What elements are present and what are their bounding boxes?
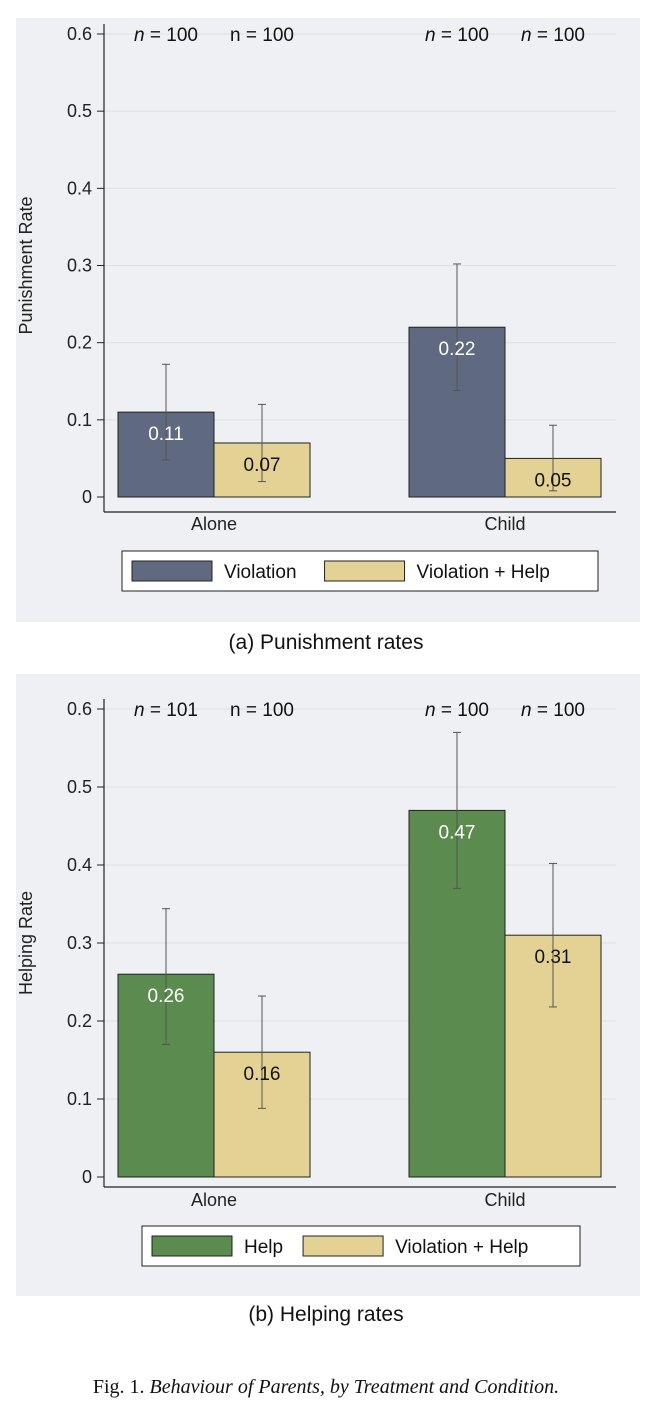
y-tick-label: 0.2 xyxy=(67,333,92,353)
x-tick-label: Child xyxy=(484,514,525,534)
data-label: 0.16 xyxy=(244,1064,281,1085)
data-label: 0.31 xyxy=(535,947,572,968)
y-tick-label: 0.4 xyxy=(67,855,92,875)
x-tick-label: Alone xyxy=(191,1190,237,1210)
legend-label: Violation + Help xyxy=(395,1237,528,1258)
legend-swatch xyxy=(131,560,213,582)
data-label: 0.47 xyxy=(439,822,476,843)
legend-swatch xyxy=(324,560,406,582)
y-tick-label: 0 xyxy=(82,487,92,507)
data-label: 0.11 xyxy=(148,424,184,445)
legend-swatch xyxy=(151,1235,233,1257)
y-tick-label: 0.6 xyxy=(67,24,92,44)
y-tick-label: 0.1 xyxy=(67,410,92,430)
y-tick-label: 0.5 xyxy=(67,777,92,797)
data-label: 0.22 xyxy=(439,339,476,360)
y-tick-label: 0 xyxy=(82,1167,92,1187)
legend-label: Violation xyxy=(224,562,297,583)
n-label: n = 100 xyxy=(425,700,489,721)
y-tick-label: 0.3 xyxy=(67,933,92,953)
legend-swatch xyxy=(302,1235,384,1257)
panel-punishment: 0 0.1 0.2 0.3 0.4 0.5 0.6 Punishment Rate 0.11 n … xyxy=(16,18,640,622)
figure-caption-prefix: Fig. 1. xyxy=(92,1376,145,1398)
n-label: n = 100 xyxy=(521,700,585,721)
n-label: n = 100 xyxy=(134,25,198,46)
n-label: n = 100 xyxy=(230,700,294,721)
data-label: 0.05 xyxy=(535,470,572,491)
data-label: 0.26 xyxy=(148,986,185,1007)
helping-chart: 0 0.1 0.2 0.3 0.4 0.5 0.6 Helping Rate 0.26 n = 1… xyxy=(16,699,616,1267)
figure-caption-text: Behaviour of Parents, by Treatment and C… xyxy=(149,1376,560,1398)
legend-label: Help xyxy=(244,1237,283,1258)
data-label: 0.07 xyxy=(244,455,281,476)
x-tick-label: Child xyxy=(484,1190,525,1210)
y-tick-label: 0.4 xyxy=(67,178,92,198)
y-axis-label: Helping Rate xyxy=(16,891,36,995)
y-axis-label: Punishment Rate xyxy=(16,196,36,334)
subcaption-helping: (b) Helping rates xyxy=(248,1303,404,1326)
n-label: n = 101 xyxy=(134,700,198,721)
y-tick-label: 0.6 xyxy=(67,699,92,719)
y-tick-label: 0.1 xyxy=(67,1089,92,1109)
y-tick-label: 0.5 xyxy=(67,101,92,121)
subcaption-punishment: (a) Punishment rates xyxy=(228,631,424,654)
n-label: n = 100 xyxy=(230,25,294,46)
y-tick-label: 0.3 xyxy=(67,256,92,276)
legend-label: Violation + Help xyxy=(417,562,550,583)
n-label: n = 100 xyxy=(425,25,489,46)
punishment-chart: 0 0.1 0.2 0.3 0.4 0.5 0.6 Punishment Rate 0.11 n … xyxy=(16,24,616,592)
y-tick-label: 0.2 xyxy=(67,1011,92,1031)
panel-helping: 0 0.1 0.2 0.3 0.4 0.5 0.6 Helping Rate 0.26 n = 1… xyxy=(16,674,640,1296)
figure-caption: Fig. 1. Behaviour of Parents, by Treatme… xyxy=(0,1376,652,1399)
x-tick-label: Alone xyxy=(191,514,237,534)
n-label: n = 100 xyxy=(521,25,585,46)
